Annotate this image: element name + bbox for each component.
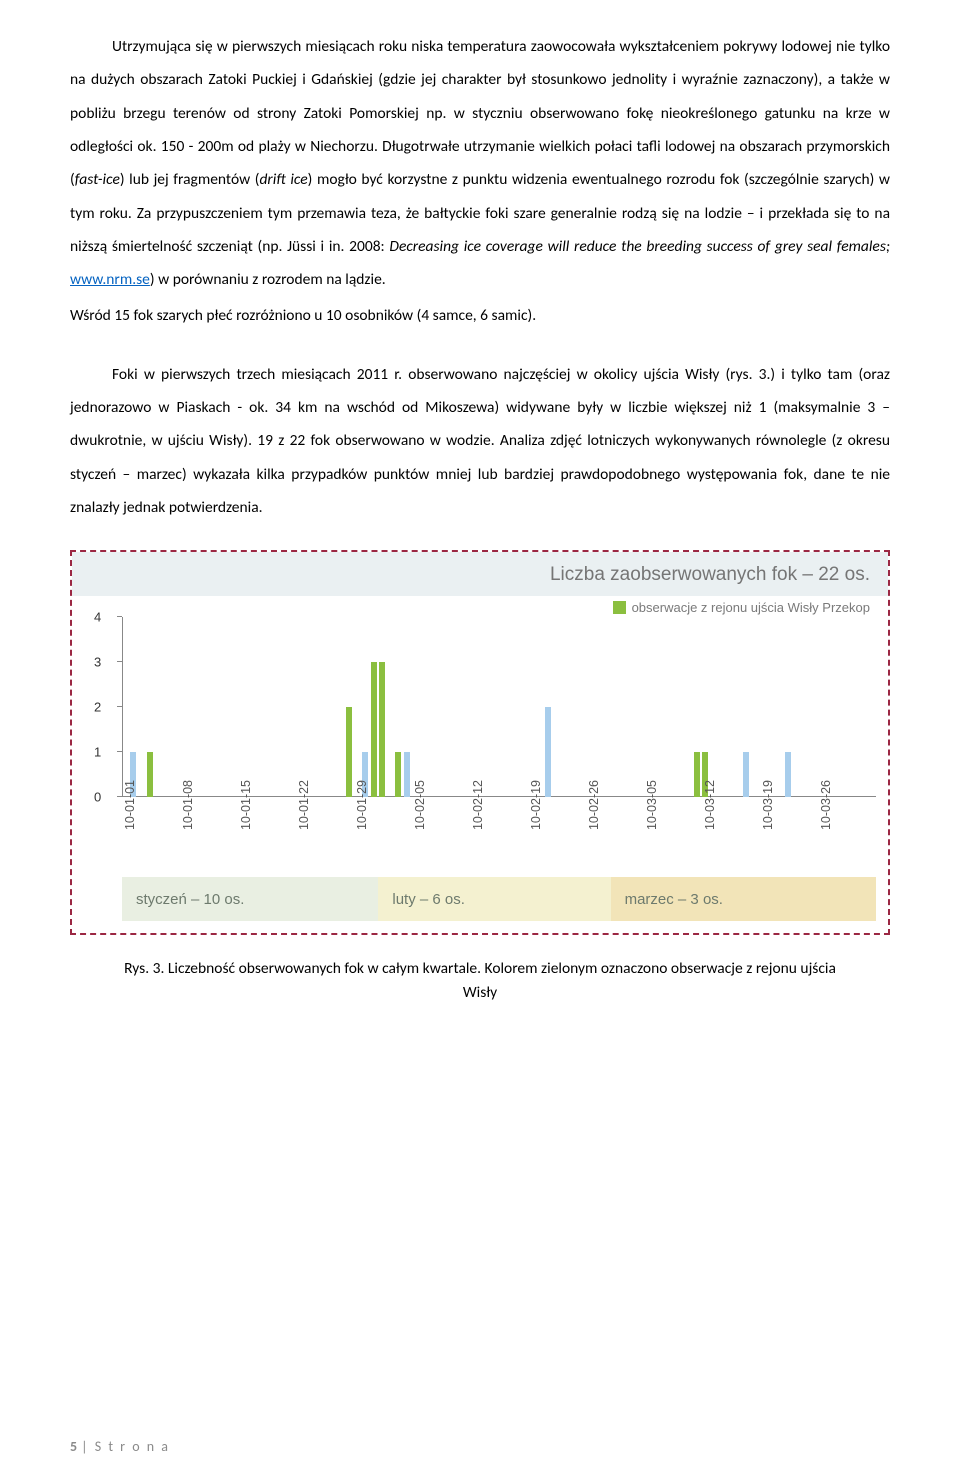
x-tick-label: 10-01-22 <box>297 780 311 830</box>
chart-bar <box>785 752 791 797</box>
x-tick-label: 10-01-29 <box>355 780 369 830</box>
legend-label: obserwacje z rejonu ujścia Wisły Przekop <box>632 600 870 615</box>
chart-bar <box>379 662 385 797</box>
figure-caption: Rys. 3. Liczebność obserwowanych fok w c… <box>110 957 850 1004</box>
chart-bar <box>545 707 551 797</box>
chart-bar <box>395 752 401 797</box>
chart-bar <box>404 752 410 797</box>
x-tick-label: 10-03-12 <box>703 780 717 830</box>
y-tick-mark <box>117 661 122 662</box>
month-segment: marzec – 3 os. <box>611 877 876 921</box>
x-tick-label: 10-02-26 <box>587 780 601 830</box>
x-tick-label: 10-01-08 <box>181 780 195 830</box>
p1-pre: Utrzymująca się w pierwszych miesiącach … <box>70 37 890 189</box>
paragraph-2: Foki w pierwszych trzech miesiącach 2011… <box>70 358 890 525</box>
chart-x-labels: 10-01-0110-01-0810-01-1510-01-2210-01-29… <box>122 797 876 877</box>
x-tick-label: 10-03-26 <box>819 780 833 830</box>
chart-plot-area: 01234 <box>122 617 876 797</box>
footer-label: S t r o n a <box>95 1438 170 1455</box>
y-tick-mark <box>117 616 122 617</box>
y-tick-mark <box>117 751 122 752</box>
x-tick-label: 10-01-01 <box>123 780 137 830</box>
chart-title: Liczba zaobserwowanych fok – 22 os. <box>72 552 888 596</box>
y-tick-label: 4 <box>94 610 101 625</box>
p1-italic-3: Decreasing ice coverage will reduce the … <box>389 237 890 256</box>
legend-swatch <box>613 601 626 614</box>
month-segment: luty – 6 os. <box>378 877 610 921</box>
chart-legend: obserwacje z rejonu ujścia Wisły Przekop <box>72 596 888 615</box>
x-tick-label: 10-03-19 <box>761 780 775 830</box>
paragraph-1b: Wśród 15 fok szarych płeć rozróżniono u … <box>70 299 890 332</box>
p1-end: ) w porównaniu z rozrodem na lądzie. <box>150 270 386 289</box>
x-tick-label: 10-01-15 <box>239 780 253 830</box>
citation-link[interactable]: www.nrm.se <box>70 270 150 289</box>
chart-bar <box>371 662 377 797</box>
x-tick-label: 10-02-05 <box>413 780 427 830</box>
p1-italic-2: drift ice <box>259 170 307 189</box>
p1-mid1: ) lub jej fragmentów ( <box>120 170 260 189</box>
y-tick-label: 1 <box>94 745 101 760</box>
page-number: 5 <box>70 1438 77 1455</box>
month-segment: styczeń – 10 os. <box>122 877 378 921</box>
chart-bar <box>743 752 749 797</box>
p1-italic-1: fast-ice <box>75 170 120 189</box>
x-tick-label: 10-02-12 <box>471 780 485 830</box>
page-footer: 5| S t r o n a <box>70 1438 170 1455</box>
y-tick-label: 3 <box>94 655 101 670</box>
y-tick-label: 0 <box>94 790 101 805</box>
y-tick-mark <box>117 706 122 707</box>
observations-chart: Liczba zaobserwowanych fok – 22 os. obse… <box>70 550 890 935</box>
chart-month-band: styczeń – 10 os.luty – 6 os.marzec – 3 o… <box>122 877 876 921</box>
x-tick-label: 10-02-19 <box>529 780 543 830</box>
x-tick-label: 10-03-05 <box>645 780 659 830</box>
chart-bar <box>694 752 700 797</box>
chart-bar <box>147 752 153 797</box>
y-tick-label: 2 <box>94 700 101 715</box>
chart-bars <box>122 617 876 797</box>
paragraph-1: Utrzymująca się w pierwszych miesiącach … <box>70 30 890 297</box>
chart-bar <box>346 707 352 797</box>
